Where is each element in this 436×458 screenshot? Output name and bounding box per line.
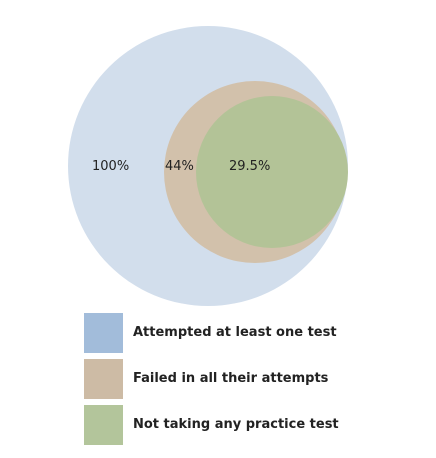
legend-label-failed: Failed in all their attempts [133,371,329,386]
no-practice-percent-label: 29.5% [229,159,270,174]
legend: Attempted at least one test Failed in al… [84,313,404,451]
legend-swatch-attempted [84,313,123,353]
legend-swatch-failed [84,359,123,399]
legend-item-no-practice: Not taking any practice test [84,405,404,451]
attempted-percent-label: 100% [92,159,129,174]
legend-label-attempted: Attempted at least one test [133,325,337,340]
no-practice-circle [196,96,348,248]
legend-swatch-no-practice [84,405,123,445]
legend-label-no-practice: Not taking any practice test [133,417,339,432]
failed-percent-label: 44% [165,159,194,174]
legend-item-failed: Failed in all their attempts [84,359,404,405]
legend-item-attempted: Attempted at least one test [84,313,404,359]
